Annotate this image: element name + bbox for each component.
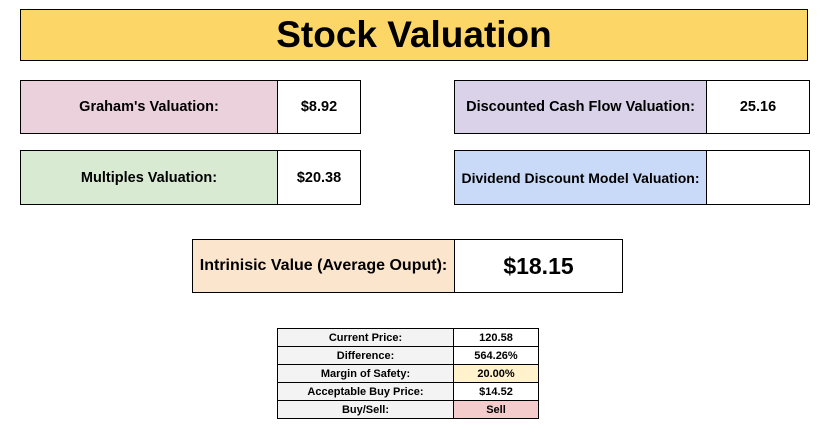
margin-of-safety-label: Margin of Safety: — [277, 364, 454, 383]
multiples-valuation-row: Multiples Valuation: $20.38 — [20, 150, 361, 205]
graham-valuation-label: Graham's Valuation: — [21, 81, 278, 133]
buy-sell-value[interactable]: Sell — [453, 400, 539, 419]
ddm-valuation-row: Dividend Discount Model Valuation: — [454, 150, 810, 205]
acceptable-buy-price-value[interactable]: $14.52 — [453, 382, 539, 401]
ddm-valuation-label: Dividend Discount Model Valuation: — [455, 151, 707, 204]
table-row: Current Price: 120.58 — [277, 328, 539, 347]
difference-value[interactable]: 564.26% — [453, 346, 539, 365]
summary-table: Current Price: 120.58 Difference: 564.26… — [277, 328, 539, 419]
multiples-valuation-label: Multiples Valuation: — [21, 151, 278, 204]
graham-valuation-value[interactable]: $8.92 — [278, 81, 360, 133]
difference-label: Difference: — [277, 346, 454, 365]
ddm-valuation-value[interactable] — [707, 151, 809, 204]
dcf-valuation-label: Discounted Cash Flow Valuation: — [455, 81, 707, 133]
intrinsic-value-row: Intrinisic Value (Average Ouput): $18.15 — [192, 239, 623, 293]
table-row: Difference: 564.26% — [277, 346, 539, 365]
dcf-valuation-row: Discounted Cash Flow Valuation: 25.16 — [454, 80, 810, 134]
table-row: Buy/Sell: Sell — [277, 400, 539, 419]
intrinsic-value-label: Intrinisic Value (Average Ouput): — [193, 240, 455, 292]
intrinsic-value-value[interactable]: $18.15 — [455, 240, 622, 292]
margin-of-safety-value[interactable]: 20.00% — [453, 364, 539, 383]
current-price-label: Current Price: — [277, 328, 454, 347]
graham-valuation-row: Graham's Valuation: $8.92 — [20, 80, 361, 134]
acceptable-buy-price-label: Acceptable Buy Price: — [277, 382, 454, 401]
buy-sell-label: Buy/Sell: — [277, 400, 454, 419]
page-title: Stock Valuation — [20, 9, 808, 61]
multiples-valuation-value[interactable]: $20.38 — [278, 151, 360, 204]
table-row: Acceptable Buy Price: $14.52 — [277, 382, 539, 401]
current-price-value[interactable]: 120.58 — [453, 328, 539, 347]
table-row: Margin of Safety: 20.00% — [277, 364, 539, 383]
dcf-valuation-value[interactable]: 25.16 — [707, 81, 809, 133]
